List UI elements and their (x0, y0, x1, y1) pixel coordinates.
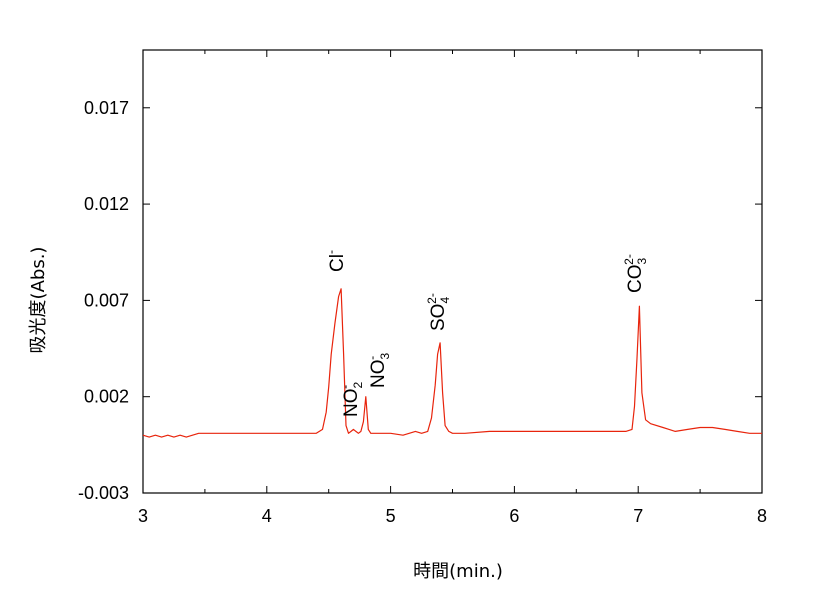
peak-label: Cl- (324, 250, 348, 272)
x-tick-label: 5 (386, 506, 396, 526)
x-tick-label: 4 (262, 506, 272, 526)
x-tick-label: 8 (757, 506, 767, 526)
plot-frame (142, 49, 763, 494)
peak-label: NO2- (338, 382, 365, 418)
x-tick-label: 6 (509, 506, 519, 526)
y-axis: -0.003 0.002 0.007 0.012 0.017 (78, 98, 762, 503)
y-axis-title: 吸光度(Abs.) (28, 247, 49, 354)
peak-label: CO32- (622, 254, 649, 293)
peak-label: NO3- (365, 353, 392, 389)
x-tick-label: 3 (138, 506, 148, 526)
y-tick-label: -0.003 (78, 483, 129, 503)
x-tick-label: 7 (633, 506, 643, 526)
absorbance-trace (142, 288, 762, 438)
peak-labels: Cl- NO2- NO3- SO42- CO32- (324, 250, 649, 417)
peak-label: SO42- (425, 293, 452, 331)
x-axis: 3 4 5 6 7 8 (138, 50, 767, 526)
y-tick-label: 0.007 (84, 290, 129, 310)
y-tick-label: 0.017 (84, 98, 129, 118)
y-tick-label: 0.012 (84, 194, 129, 214)
x-axis-title: 時間(min.) (413, 561, 503, 582)
y-tick-label: 0.002 (84, 387, 129, 407)
